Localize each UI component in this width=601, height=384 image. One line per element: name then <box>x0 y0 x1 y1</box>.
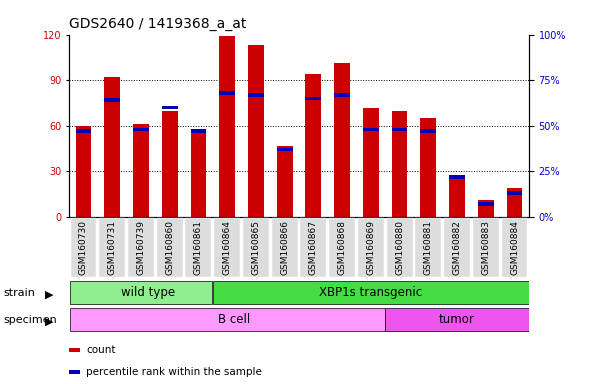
Bar <box>219 36 235 217</box>
FancyBboxPatch shape <box>358 218 384 277</box>
Text: GSM160883: GSM160883 <box>481 220 490 275</box>
Text: GSM160884: GSM160884 <box>510 220 519 275</box>
Bar <box>392 111 407 217</box>
Bar <box>478 200 493 217</box>
Bar <box>105 77 120 217</box>
FancyBboxPatch shape <box>415 218 441 277</box>
Text: GSM160866: GSM160866 <box>280 220 289 275</box>
FancyBboxPatch shape <box>213 281 542 304</box>
Bar <box>76 126 91 217</box>
Text: GDS2640 / 1419368_a_at: GDS2640 / 1419368_a_at <box>69 17 246 31</box>
Bar <box>449 176 465 217</box>
Bar <box>219 91 235 95</box>
Bar <box>305 96 322 100</box>
FancyBboxPatch shape <box>70 218 96 277</box>
Bar <box>334 93 350 97</box>
FancyBboxPatch shape <box>502 218 528 277</box>
Text: GSM160731: GSM160731 <box>108 220 117 275</box>
Text: GSM160861: GSM160861 <box>194 220 203 275</box>
Text: percentile rank within the sample: percentile rank within the sample <box>86 367 262 377</box>
FancyBboxPatch shape <box>473 218 499 277</box>
FancyBboxPatch shape <box>300 218 326 277</box>
Text: GSM160865: GSM160865 <box>251 220 260 275</box>
Bar <box>248 45 264 217</box>
FancyBboxPatch shape <box>243 218 269 277</box>
Bar <box>392 127 407 131</box>
Bar <box>162 111 177 217</box>
Text: GSM160739: GSM160739 <box>136 220 145 275</box>
Bar <box>363 108 379 217</box>
Bar <box>363 127 379 131</box>
Bar <box>478 202 493 206</box>
Bar <box>191 129 206 133</box>
Text: tumor: tumor <box>439 313 475 326</box>
Bar <box>449 175 465 179</box>
Text: GSM160882: GSM160882 <box>453 220 462 275</box>
Text: GSM160864: GSM160864 <box>222 220 231 275</box>
Bar <box>133 127 149 131</box>
Text: strain: strain <box>3 288 35 298</box>
FancyBboxPatch shape <box>272 218 297 277</box>
Text: GSM160730: GSM160730 <box>79 220 88 275</box>
Text: count: count <box>86 345 115 355</box>
Bar <box>276 147 293 151</box>
Text: GSM160880: GSM160880 <box>395 220 404 275</box>
FancyBboxPatch shape <box>128 218 154 277</box>
Text: GSM160867: GSM160867 <box>309 220 318 275</box>
FancyBboxPatch shape <box>385 308 542 331</box>
Text: GSM160868: GSM160868 <box>338 220 347 275</box>
Bar <box>421 129 436 133</box>
FancyBboxPatch shape <box>99 218 125 277</box>
Text: GSM160860: GSM160860 <box>165 220 174 275</box>
FancyBboxPatch shape <box>186 218 212 277</box>
FancyBboxPatch shape <box>329 218 355 277</box>
Bar <box>133 124 149 217</box>
Bar <box>507 188 522 217</box>
FancyBboxPatch shape <box>157 218 183 277</box>
FancyBboxPatch shape <box>386 218 412 277</box>
FancyBboxPatch shape <box>70 308 385 331</box>
Bar <box>305 74 322 217</box>
Text: specimen: specimen <box>3 314 56 325</box>
Text: GSM160881: GSM160881 <box>424 220 433 275</box>
Text: XBP1s transgenic: XBP1s transgenic <box>319 286 423 299</box>
Bar <box>105 98 120 102</box>
FancyBboxPatch shape <box>214 218 240 277</box>
Bar <box>507 191 522 195</box>
Bar <box>421 118 436 217</box>
Bar <box>248 93 264 97</box>
Bar <box>191 132 206 217</box>
Text: GSM160869: GSM160869 <box>367 220 376 275</box>
Text: ▶: ▶ <box>45 290 53 300</box>
Bar <box>334 63 350 217</box>
FancyBboxPatch shape <box>70 281 212 304</box>
Text: wild type: wild type <box>121 286 175 299</box>
Text: B cell: B cell <box>218 313 251 326</box>
FancyBboxPatch shape <box>444 218 470 277</box>
Bar <box>162 106 177 109</box>
Bar <box>276 146 293 217</box>
Bar <box>76 129 91 133</box>
Text: ▶: ▶ <box>45 316 53 327</box>
